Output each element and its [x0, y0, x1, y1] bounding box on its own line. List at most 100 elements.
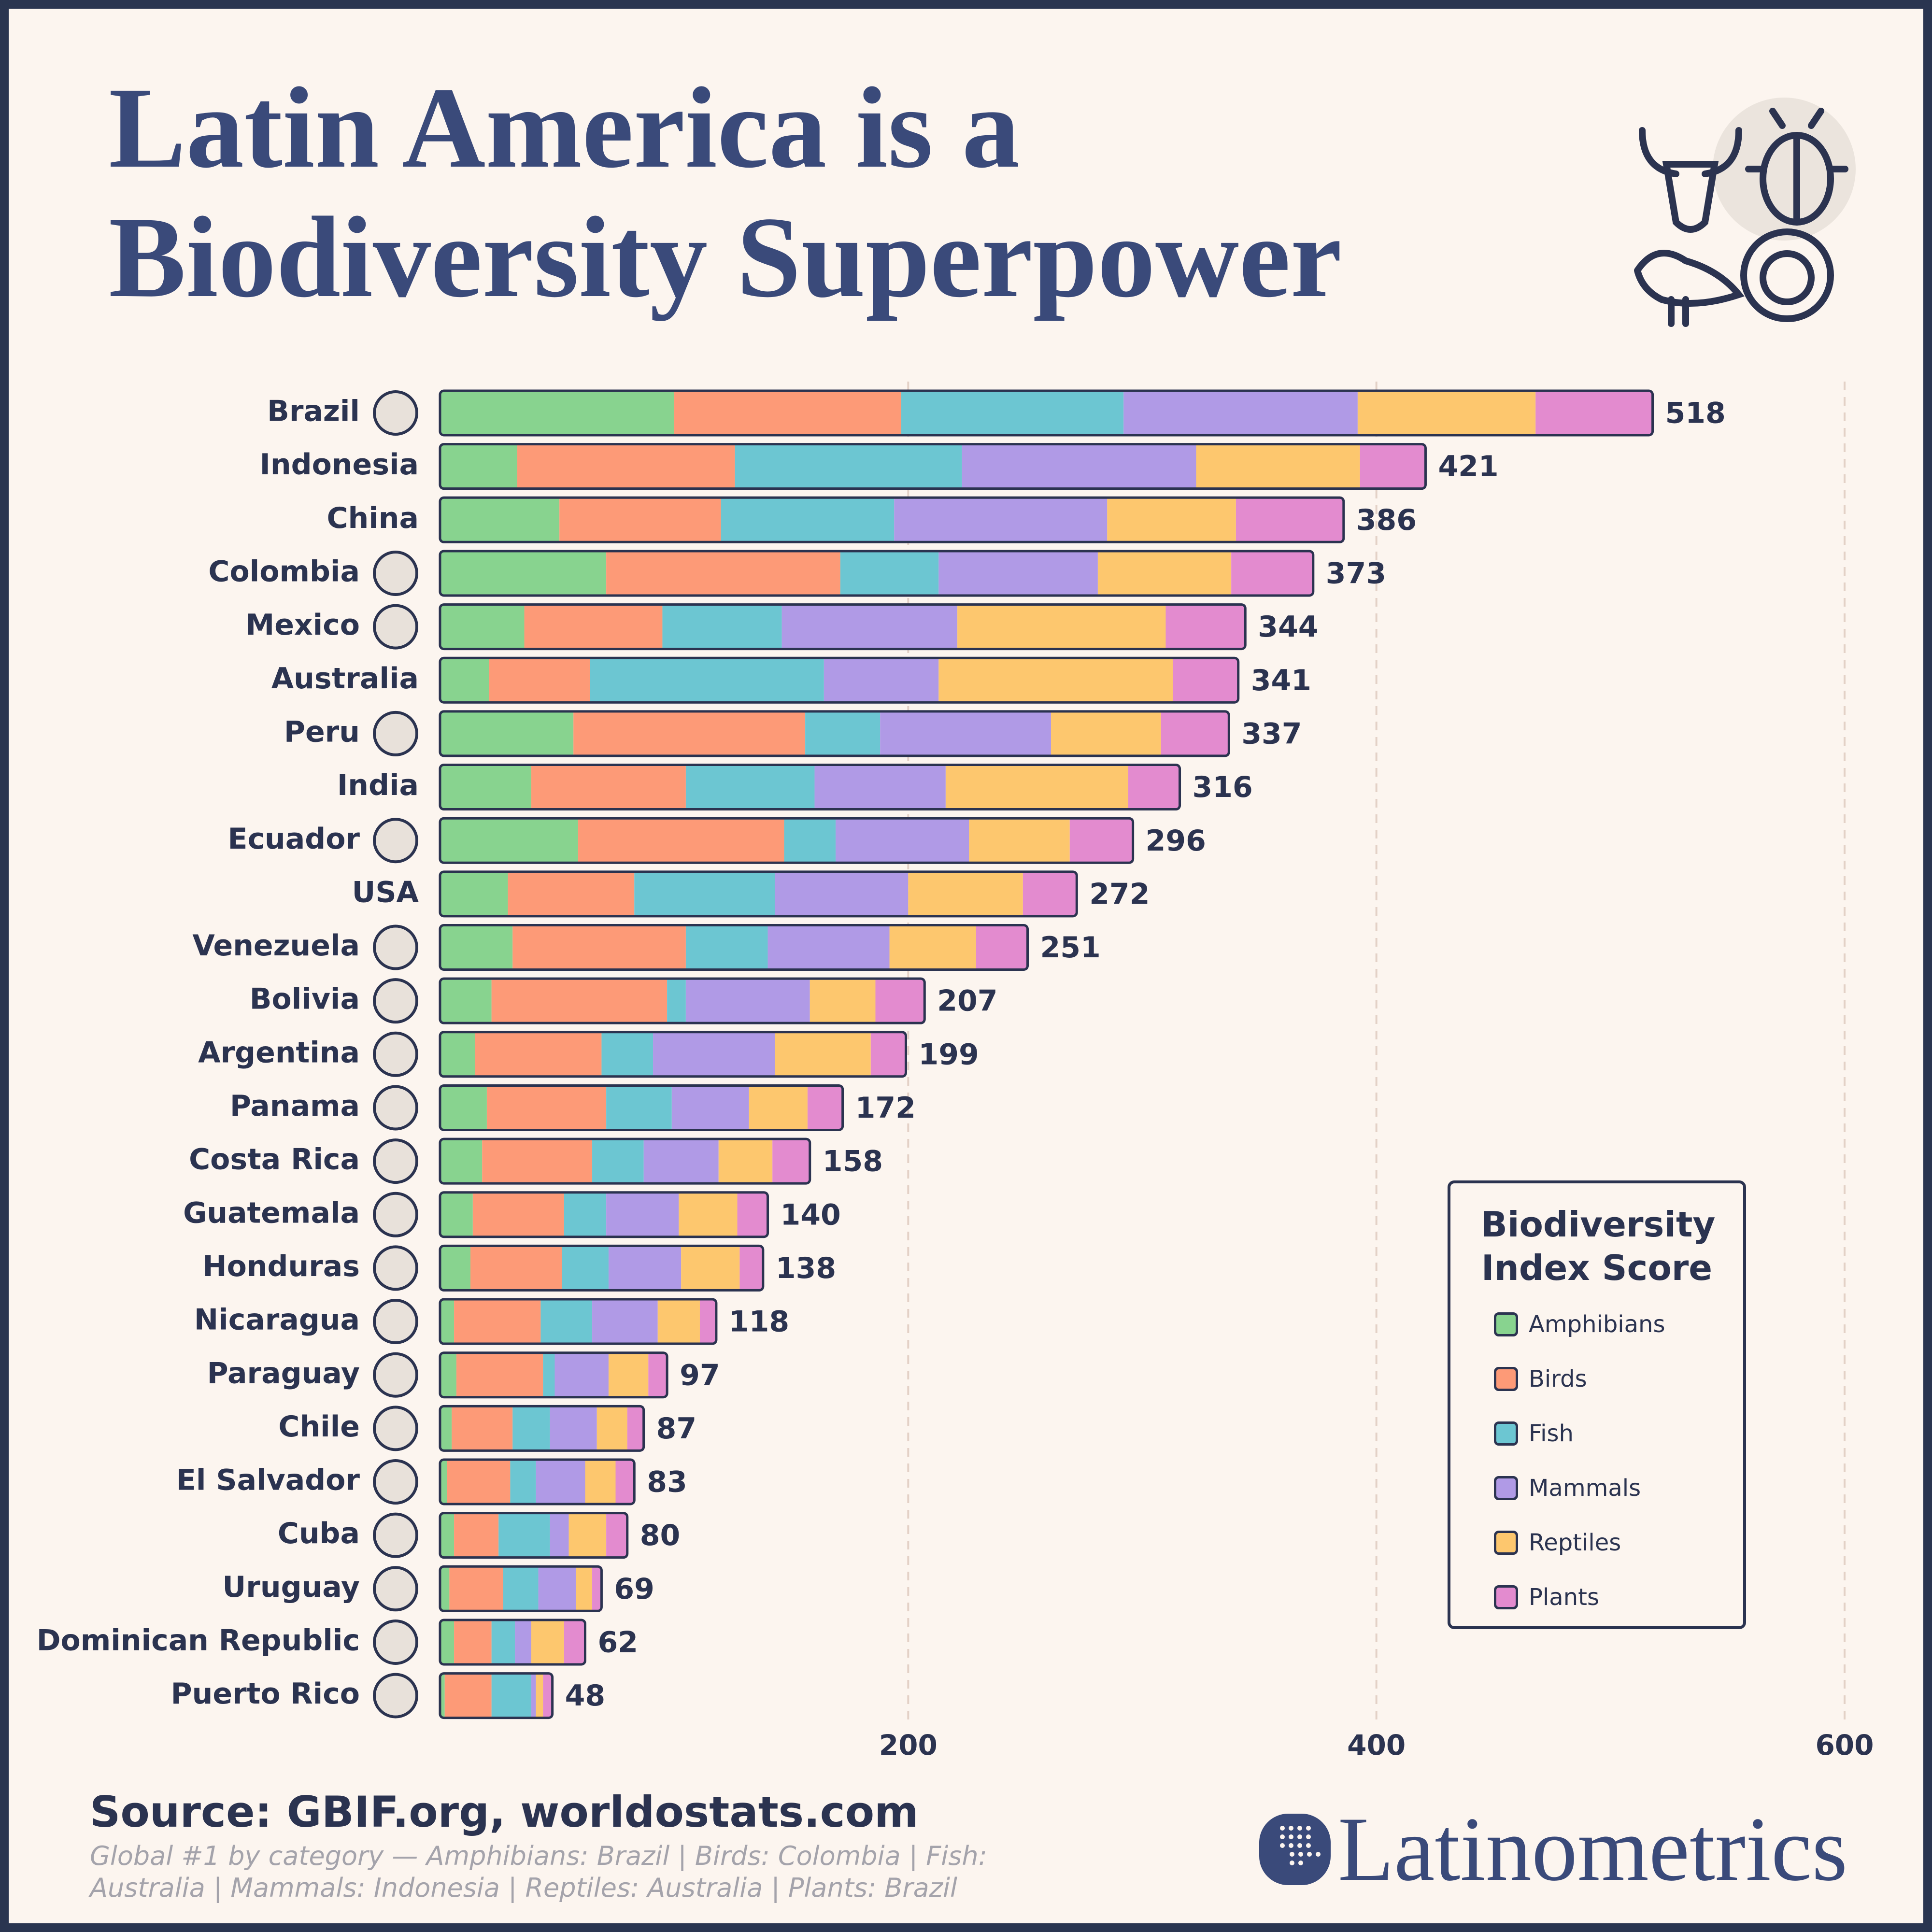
bar-segment: [447, 1460, 511, 1504]
y-tick-label: Dominican Republic: [37, 1624, 360, 1658]
bar-segment: [674, 391, 901, 435]
y-tick-label: Honduras: [202, 1250, 360, 1283]
bar-segment: [814, 765, 946, 810]
bar-segment: [440, 497, 560, 542]
bar-segment: [685, 765, 815, 810]
bar-segment: [531, 1619, 564, 1664]
bar-outline: [439, 1672, 554, 1719]
logo-dot: [1297, 1834, 1302, 1839]
flag: [373, 1031, 418, 1077]
legend-swatch: [1494, 1312, 1518, 1336]
logo-dot: [1280, 1843, 1285, 1848]
bar-outline: [439, 1137, 811, 1185]
bar-segment: [749, 1085, 808, 1130]
value-label: 118: [729, 1305, 789, 1339]
bar-segment: [440, 1139, 483, 1184]
y-tick-label: Peru: [284, 715, 360, 749]
bar-segment: [440, 1566, 450, 1611]
bar-segment: [470, 1246, 562, 1291]
bar-segment: [1051, 711, 1161, 756]
bar-segment: [1231, 551, 1313, 596]
bar-segment: [440, 444, 517, 489]
bar-segment: [536, 1460, 585, 1504]
value-label: 158: [823, 1145, 883, 1179]
bar-segment: [1357, 391, 1536, 435]
bar-segment: [824, 658, 939, 703]
value-label: 138: [776, 1251, 836, 1285]
bar-segment: [671, 1085, 749, 1130]
bar-segment: [870, 1032, 906, 1077]
bar-segment: [767, 925, 890, 970]
bar-segment: [667, 979, 686, 1023]
flag: [373, 710, 418, 756]
bar-outline: [439, 1351, 668, 1399]
bar-segment: [498, 1513, 550, 1558]
legend-item: Fish: [1494, 1419, 1574, 1448]
bar-segment: [938, 551, 1098, 596]
legend-item: Reptiles: [1494, 1528, 1621, 1557]
logo-dot: [1306, 1843, 1311, 1848]
value-label: 296: [1146, 824, 1206, 858]
bar-outline: [439, 389, 1654, 437]
bar-segment: [601, 1032, 653, 1077]
bar-segment: [606, 551, 840, 596]
flag: [373, 1673, 418, 1719]
bar-outline: [439, 1512, 629, 1559]
flag: [373, 1459, 418, 1505]
bar-outline: [439, 550, 1315, 597]
brand-name: Latinometrics: [1338, 1799, 1848, 1900]
y-tick-label: Cuba: [278, 1517, 360, 1550]
bar-segment: [440, 658, 489, 703]
bar-segment: [805, 711, 881, 756]
bar-segment: [1173, 658, 1238, 703]
value-label: 421: [1438, 450, 1498, 483]
bar-segment: [945, 765, 1128, 810]
bar-segment: [590, 658, 824, 703]
bar-segment: [969, 818, 1070, 863]
bar-segment: [503, 1566, 539, 1611]
bar-segment: [718, 1139, 773, 1184]
bar-segment: [491, 1619, 515, 1664]
bar-segment: [585, 1460, 616, 1504]
bar-segment: [440, 925, 513, 970]
bar-segment: [454, 1513, 499, 1558]
bar-segment: [901, 391, 1124, 435]
logo-dot: [1297, 1826, 1302, 1831]
y-tick-label: Chile: [278, 1410, 360, 1444]
bar-segment: [592, 1566, 602, 1611]
y-tick-label: Mexico: [246, 608, 360, 642]
legend-label: Plants: [1529, 1584, 1599, 1611]
bar-segment: [543, 1352, 555, 1397]
bar-segment: [562, 1246, 609, 1291]
legend-item: Plants: [1494, 1583, 1599, 1612]
bar-segment: [875, 979, 925, 1023]
bar-outline: [439, 924, 1029, 971]
bar-segment: [608, 1352, 649, 1397]
x-tick-label: 400: [1347, 1729, 1406, 1762]
flag: [373, 604, 418, 650]
y-tick-label: Panama: [230, 1089, 360, 1123]
bar-segment: [536, 1673, 543, 1718]
value-label: 251: [1040, 931, 1101, 965]
y-tick-label: Argentina: [198, 1036, 360, 1069]
bar-segment: [444, 1673, 492, 1718]
legend-swatch: [1494, 1585, 1518, 1609]
footnote: Global #1 by category — Amphibians: Braz…: [90, 1841, 987, 1903]
flag: [373, 390, 418, 436]
legend-item: Mammals: [1494, 1474, 1641, 1503]
y-tick-label: China: [327, 501, 419, 535]
bar-segment: [772, 1139, 810, 1184]
y-tick-label: Nicaragua: [194, 1303, 360, 1337]
bar-segment: [454, 1299, 541, 1344]
bar-segment: [606, 1513, 627, 1558]
bar-segment: [475, 1032, 602, 1077]
bar-segment: [440, 1619, 455, 1664]
bar-segment: [1161, 711, 1229, 756]
value-label: 272: [1089, 877, 1150, 911]
animal-icons: [1634, 98, 1856, 327]
bar-segment: [784, 818, 836, 863]
bar-segment: [578, 818, 784, 863]
bar-segment: [543, 1673, 553, 1718]
bar-segment: [440, 765, 532, 810]
